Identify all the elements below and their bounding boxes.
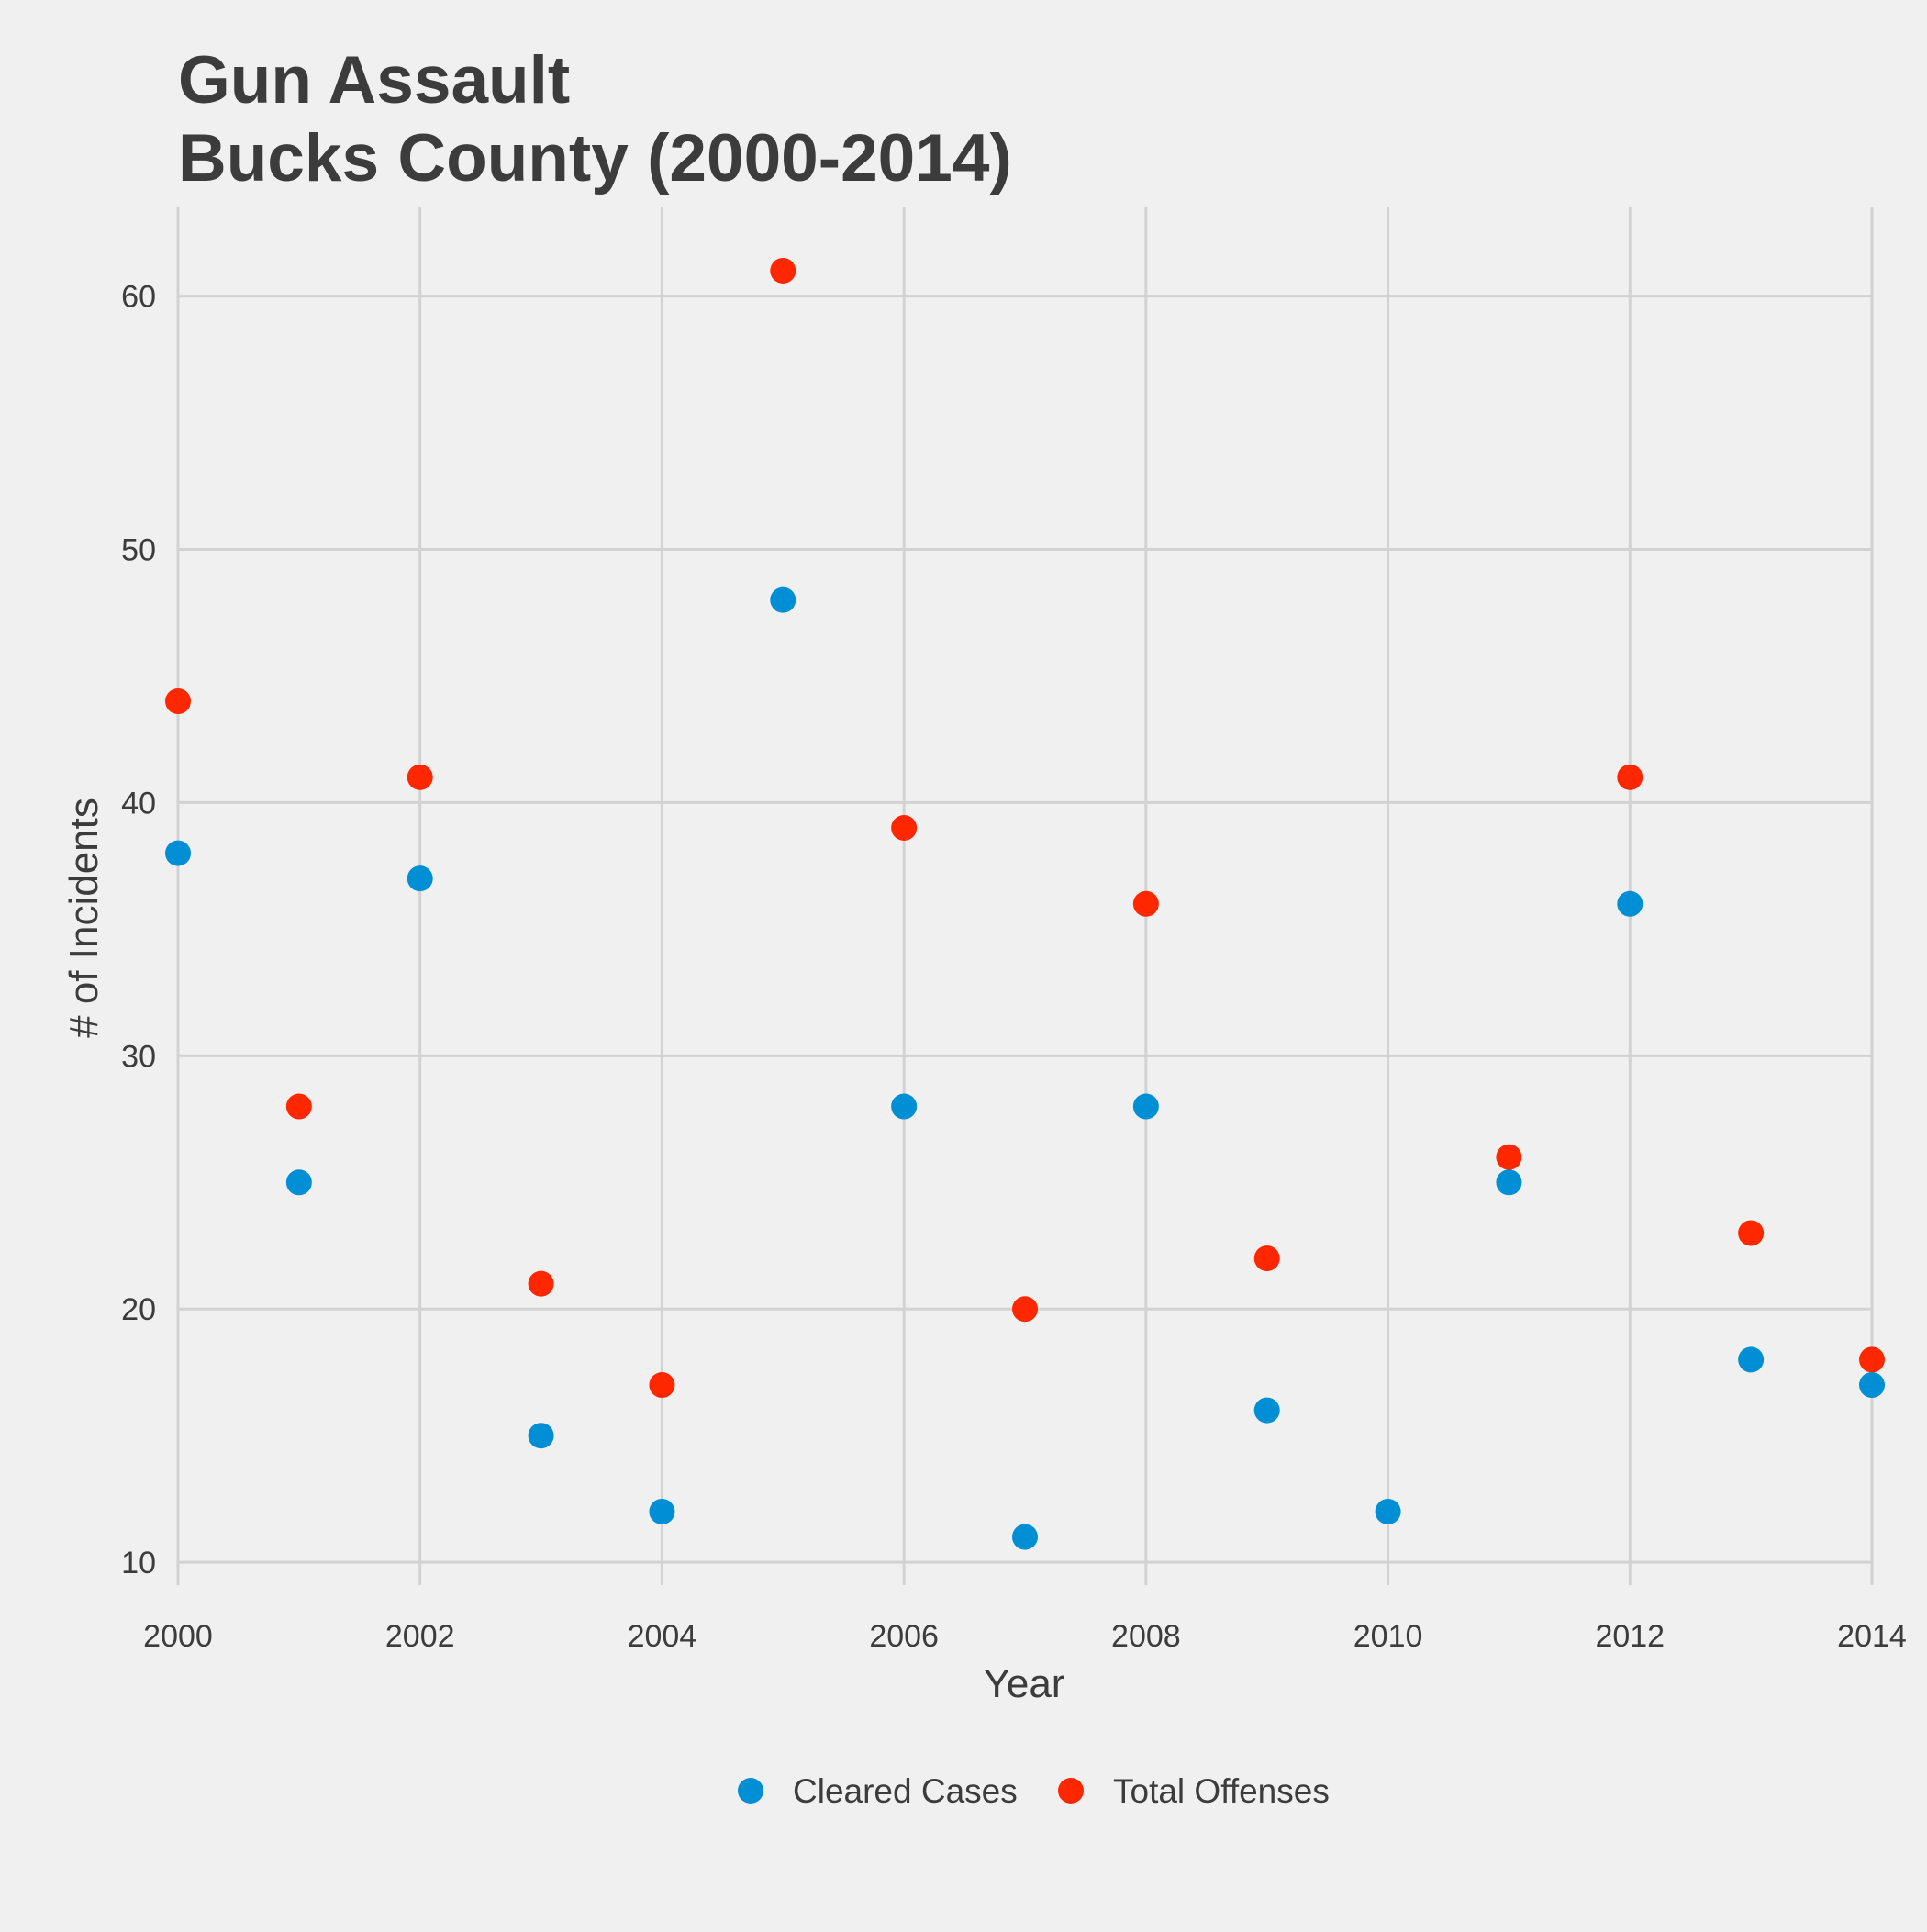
data-points <box>165 257 1885 1550</box>
cleared-cases-point <box>1132 1093 1159 1120</box>
cleared-cases-point <box>1859 1372 1885 1399</box>
cleared-cases-point <box>1617 890 1643 917</box>
cleared-cases-point <box>891 1093 918 1120</box>
total-offenses-point <box>649 1372 675 1399</box>
cleared-cases-point <box>407 865 433 892</box>
x-axis-ticks: 2000 2002 2004 2006 2008 2010 2012 2014 <box>143 1619 1907 1654</box>
y-tick-label: 10 <box>121 1546 156 1580</box>
x-tick-label: 2000 <box>143 1619 213 1654</box>
total-offenses-point <box>1859 1346 1885 1373</box>
legend-marker-cleared-cases <box>738 1778 763 1804</box>
cleared-cases-point <box>1375 1498 1401 1524</box>
y-tick-label: 50 <box>121 532 156 567</box>
total-offenses-point <box>407 764 433 790</box>
cleared-cases-point <box>649 1498 675 1524</box>
grid-lines <box>176 207 1874 1585</box>
chart-subtitle: Bucks County (2000-2014) <box>178 121 1012 195</box>
total-offenses-point <box>1012 1296 1038 1323</box>
y-tick-label: 30 <box>121 1039 156 1074</box>
cleared-cases-point <box>528 1423 554 1449</box>
total-offenses-point <box>285 1093 312 1120</box>
total-offenses-point <box>1738 1220 1765 1246</box>
cleared-cases-point <box>770 586 796 613</box>
x-tick-label: 2004 <box>628 1619 697 1654</box>
y-tick-label: 20 <box>121 1292 156 1327</box>
cleared-cases-point <box>165 840 191 866</box>
cleared-cases-point <box>1496 1169 1522 1196</box>
x-tick-label: 2014 <box>1837 1619 1907 1654</box>
total-offenses-point <box>1253 1245 1280 1272</box>
x-tick-label: 2002 <box>385 1619 455 1654</box>
cleared-cases-point <box>285 1169 312 1196</box>
y-axis-title: # of Incidents <box>61 798 106 1038</box>
x-tick-label: 2010 <box>1353 1619 1423 1654</box>
y-axis-ticks: 10 20 30 40 50 60 <box>121 280 156 1581</box>
total-offenses-point <box>165 688 191 715</box>
y-tick-label: 60 <box>121 280 156 315</box>
legend-label-total-offenses: Total Offenses <box>1113 1772 1330 1810</box>
legend-label-cleared-cases: Cleared Cases <box>793 1772 1018 1810</box>
total-offenses-point <box>1617 764 1643 790</box>
total-offenses-point <box>770 257 796 284</box>
x-tick-label: 2008 <box>1111 1619 1181 1654</box>
total-offenses-point <box>1132 890 1159 917</box>
cleared-cases-point <box>1012 1524 1038 1550</box>
chart-title: Gun Assault <box>178 43 570 117</box>
legend: Cleared Cases Total Offenses <box>738 1772 1330 1810</box>
x-tick-label: 2006 <box>869 1619 939 1654</box>
y-tick-label: 40 <box>121 786 156 821</box>
total-offenses-point <box>1496 1144 1522 1170</box>
x-axis-title: Year <box>984 1661 1065 1706</box>
cleared-cases-point <box>1253 1397 1280 1424</box>
total-offenses-point <box>891 815 918 842</box>
x-tick-label: 2012 <box>1595 1619 1665 1654</box>
cleared-cases-point <box>1738 1346 1765 1373</box>
legend-marker-total-offenses <box>1058 1778 1084 1804</box>
total-offenses-point <box>528 1270 554 1297</box>
